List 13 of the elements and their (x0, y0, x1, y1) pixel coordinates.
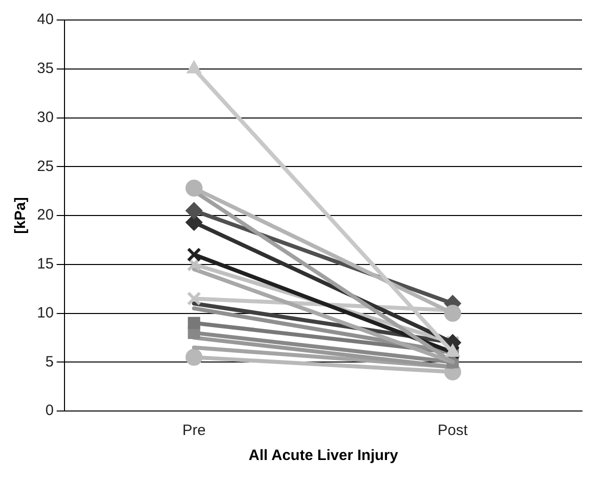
y-tick-label: 35 (36, 60, 54, 78)
y-tick-label: 30 (36, 108, 54, 126)
x-tick-label: Pre (182, 422, 206, 440)
y-tick-label: 40 (36, 11, 54, 28)
y-tick-label: 20 (36, 206, 54, 224)
y-tick-label: 25 (36, 158, 54, 175)
y-tick-label: 10 (36, 304, 54, 322)
x-tick-label: Post (438, 422, 469, 440)
y-axis-title: [kPa] (12, 197, 30, 234)
x-axis-title: All Acute Liver Injury (248, 447, 399, 464)
y-tick-label: 5 (45, 353, 54, 370)
y-tick-label: 0 (45, 402, 54, 420)
y-tick-label: 15 (36, 256, 54, 273)
